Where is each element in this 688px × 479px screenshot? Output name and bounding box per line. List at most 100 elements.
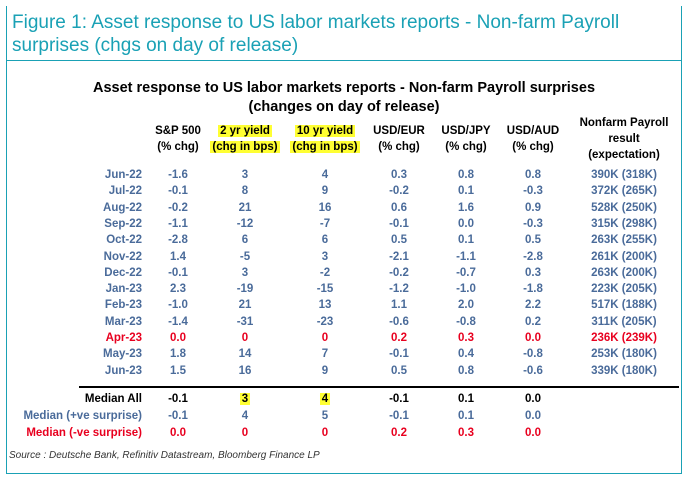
table-cell: -12 [236, 217, 254, 230]
table-cell: 2.0 [458, 299, 474, 312]
table-cell: 0.0 [458, 217, 474, 230]
table-cell: -7 [319, 217, 331, 230]
table-title: Asset response to US labor markets repor… [0, 79, 688, 117]
table-cell: -1.1 [168, 217, 188, 230]
table-cell: 5 [321, 410, 329, 422]
table-cell: -1.0 [168, 299, 188, 312]
table-cell: -0.2 [389, 185, 409, 198]
table-cell: -1.0 [456, 283, 476, 296]
table-cell: -0.1 [389, 348, 409, 361]
table-cell: -0.7 [456, 266, 476, 279]
column-header-line1: USD/AUD [506, 125, 560, 137]
table-cell: 6 [321, 234, 329, 247]
column-header: 2 yr yield (chg in bps) [205, 123, 285, 155]
table-cell: 0.5 [391, 234, 407, 247]
table-cell: 0.0 [170, 332, 186, 344]
table-row: Aug-22 -0.2 21 16 0.6 1.6 0.9 528K (250K) [0, 200, 688, 216]
table-cell: 1.5 [170, 364, 186, 377]
table-cell: 0.6 [391, 201, 407, 214]
table-cell: -2.8 [523, 250, 543, 263]
row-label: Sep-22 [104, 217, 142, 230]
table-row: Dec-22 -0.1 3 -2 -0.2 -0.7 0.3 263K (200K) [0, 265, 688, 281]
row-label: Median (-ve surprise) [26, 427, 142, 439]
table-cell: -2 [319, 266, 331, 279]
table-cell: 0.8 [525, 169, 541, 181]
table-cell: 0.5 [391, 364, 407, 377]
table-cell: 0 [241, 427, 249, 439]
table-row: May-23 1.8 14 7 -0.1 0.4 -0.8 253K (180K) [0, 346, 688, 362]
table-cell: -23 [316, 315, 334, 328]
table-cell: 0.0 [525, 332, 541, 344]
row-label: Apr-23 [105, 332, 142, 344]
table-row: Jan-23 2.3 -19 -15 -1.2 -1.0 -1.8 223K (205K) [0, 281, 688, 297]
table-cell: 9 [321, 364, 329, 377]
column-header: USD/AUD (% chg) [501, 123, 565, 155]
table-row: Nov-22 1.4 -5 3 -2.1 -1.1 -2.8 261K (200K) [0, 249, 688, 265]
table-cell: 0 [321, 332, 329, 344]
column-header-line2: (% chg) [512, 141, 554, 153]
table-cell: 0 [241, 332, 249, 344]
table-cell: -1.2 [389, 283, 409, 296]
table-cell: 339K (180K) [591, 364, 657, 377]
table-row: Oct-22 -2.8 6 6 0.5 0.1 0.5 263K (255K) [0, 232, 688, 248]
table-cell: -0.1 [389, 393, 409, 405]
column-header-line3: (expectation) [588, 149, 660, 161]
table-cell: 0.2 [391, 332, 407, 344]
table-row: Jun-22 -1.6 3 4 0.3 0.8 0.8 390K (318K) [0, 167, 688, 183]
table-cell: -0.2 [389, 266, 409, 279]
table-cell: 2.3 [170, 283, 186, 296]
table-cell: 0.2 [525, 315, 541, 328]
table-cell: 0.0 [525, 393, 541, 405]
table-cell: -2.1 [389, 250, 409, 263]
row-label: Median (+ve surprise) [23, 410, 142, 422]
table-cell: 7 [321, 348, 329, 361]
row-label: Aug-22 [103, 201, 142, 214]
table-cell: -1.1 [456, 250, 476, 263]
column-header-line1: S&P 500 [155, 125, 201, 137]
figure-frame [6, 6, 682, 474]
table-title-line2: (changes on day of release) [248, 99, 440, 115]
table-cell: 0 [321, 427, 329, 439]
table-cell: -1.8 [523, 283, 543, 296]
row-label: Jun-23 [104, 364, 142, 377]
table-cell: 236K (239K) [591, 332, 657, 344]
highlighted-value: 3 [239, 393, 251, 405]
table-cell: 14 [238, 348, 252, 361]
row-label: Jun-22 [104, 169, 142, 181]
row-label: May-23 [103, 348, 142, 361]
column-header: USD/JPY (% chg) [434, 123, 498, 155]
table-cell: 261K (200K) [591, 250, 657, 263]
table-cell: 0.3 [458, 332, 474, 344]
table-cell: -0.1 [168, 393, 188, 405]
summary-row: Median (-ve surprise) 0.0 0 0 0.2 0.3 0.0 [0, 425, 688, 441]
table-cell: 21 [238, 299, 252, 312]
table-cell: 1.1 [391, 299, 407, 312]
table-row: Jun-23 1.5 16 9 0.5 0.8 -0.6 339K (180K) [0, 363, 688, 379]
table-cell: 1.4 [170, 250, 186, 263]
table-cell: 0.1 [458, 185, 474, 198]
table-cell: 0.8 [458, 364, 474, 377]
column-header: USD/EUR (% chg) [367, 123, 431, 155]
table-cell: 315K (298K) [591, 217, 657, 230]
column-header-line2: (chg in bps) [210, 141, 280, 153]
table-cell: 0.0 [525, 427, 541, 439]
table-cell: 223K (205K) [591, 283, 657, 296]
table-cell: 0.3 [458, 427, 474, 439]
table-cell: 0.2 [391, 427, 407, 439]
column-header-line1: USD/JPY [441, 125, 491, 137]
table-cell: 6 [241, 234, 249, 247]
table-row: Feb-23 -1.0 21 13 1.1 2.0 2.2 517K (188K) [0, 297, 688, 313]
table-cell: -19 [236, 283, 254, 296]
row-label: Mar-23 [104, 315, 142, 328]
table-cell: -2.8 [168, 234, 188, 247]
table-cell: 0.1 [458, 393, 474, 405]
summary-row: Median (+ve surprise) -0.1 4 5 -0.1 0.1 0.0 [0, 408, 688, 424]
table-cell: 372K (265K) [591, 185, 657, 198]
table-cell: 0.8 [458, 169, 474, 181]
table-cell: 8 [241, 185, 249, 198]
figure-title: Figure 1: Asset response to US labor mar… [12, 12, 620, 56]
table-cell: 4 [285, 391, 365, 407]
table-cell: -0.1 [168, 185, 188, 198]
column-header: 10 yr yield (chg in bps) [285, 123, 365, 155]
column-header-line2: (chg in bps) [290, 141, 360, 153]
